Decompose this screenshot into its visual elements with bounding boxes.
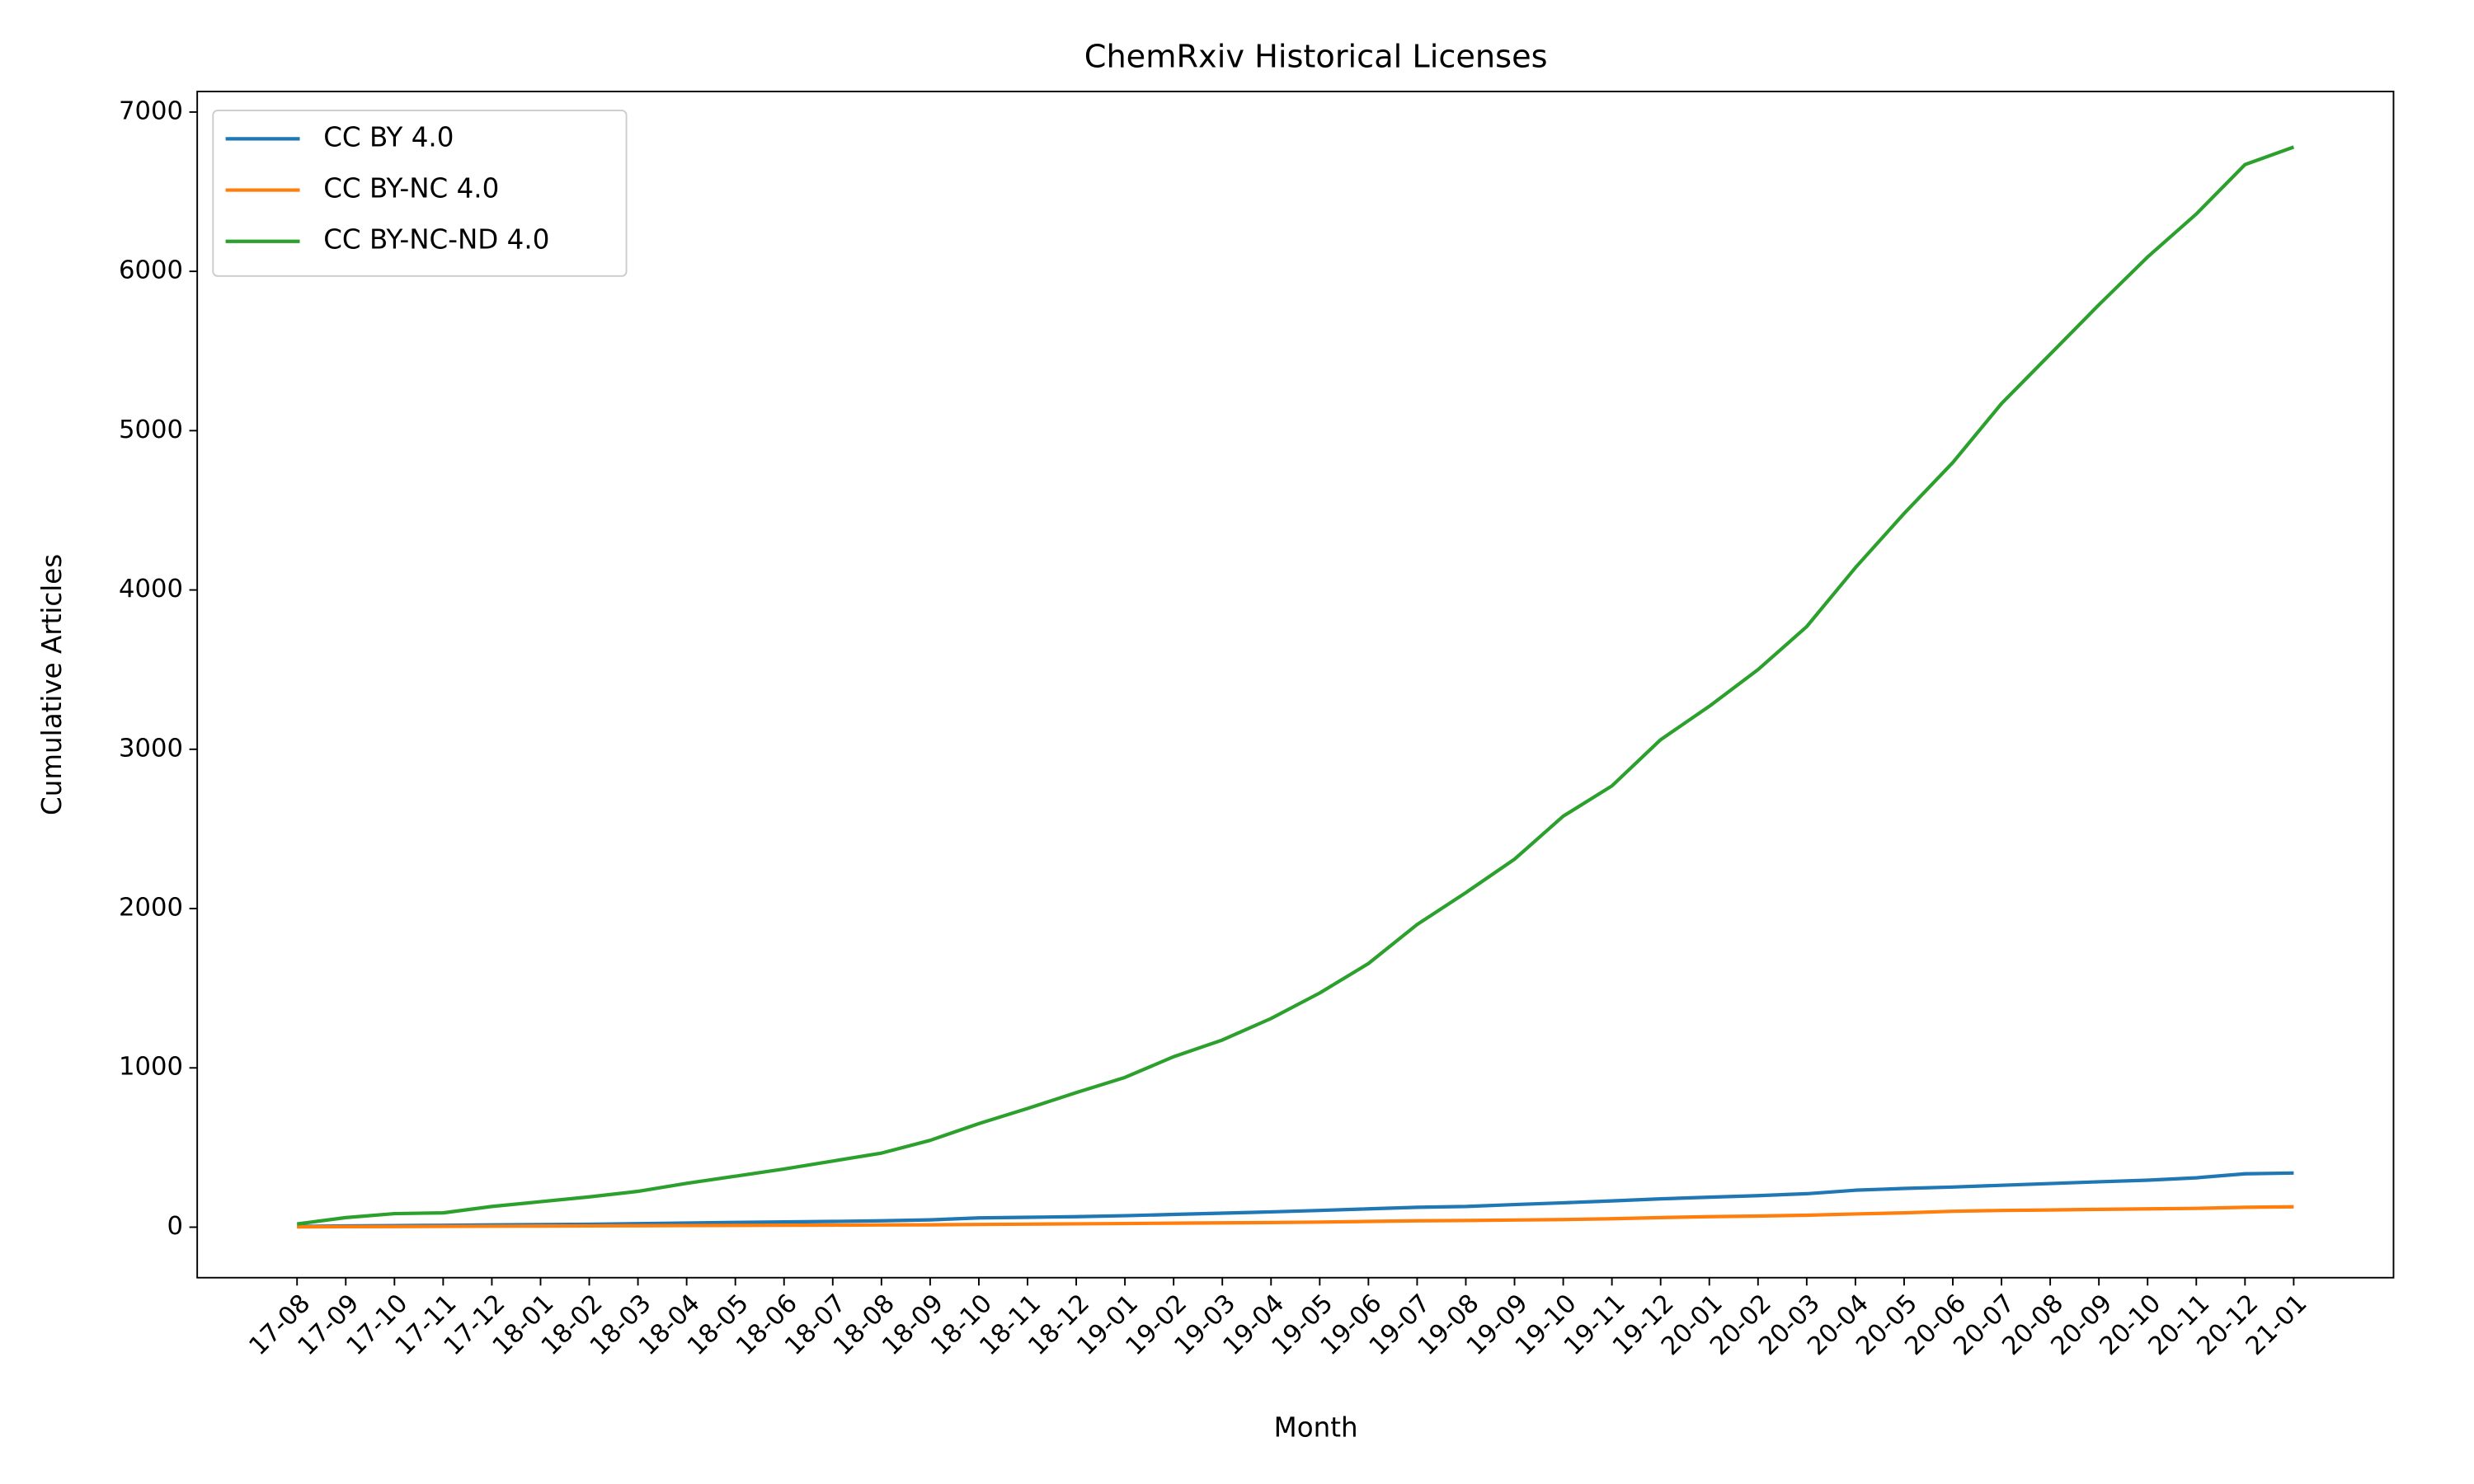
- legend-label: CC BY-NC-ND 4.0: [323, 224, 549, 256]
- series-line: [296, 145, 2295, 1226]
- legend-label: CC BY 4.0: [323, 121, 454, 153]
- y-tick-label: 6000: [119, 256, 183, 285]
- legend-label: CC BY-NC 4.0: [323, 173, 499, 204]
- y-tick-label: 7000: [119, 96, 183, 125]
- y-tick-label: 1000: [119, 1053, 183, 1082]
- chart-title: ChemRxiv Historical Licenses: [1084, 38, 1548, 75]
- y-tick-label: 0: [167, 1212, 182, 1241]
- y-tick-label: 5000: [119, 416, 183, 444]
- y-tick-label: 4000: [119, 575, 183, 603]
- series-line: [297, 1171, 2294, 1228]
- y-tick-label: 3000: [119, 734, 183, 763]
- legend-box: [212, 109, 628, 277]
- x-axis-label: Month: [1274, 1411, 1358, 1443]
- series-line: [297, 1205, 2294, 1229]
- legend: CC BY 4.0 CC BY-NC 4.0 CC BY-NC-ND 4.0: [212, 109, 628, 277]
- y-tick-label: 2000: [119, 894, 183, 923]
- plot-frame: [196, 91, 2395, 1279]
- y-axis-label: Cumulative Articles: [36, 554, 68, 815]
